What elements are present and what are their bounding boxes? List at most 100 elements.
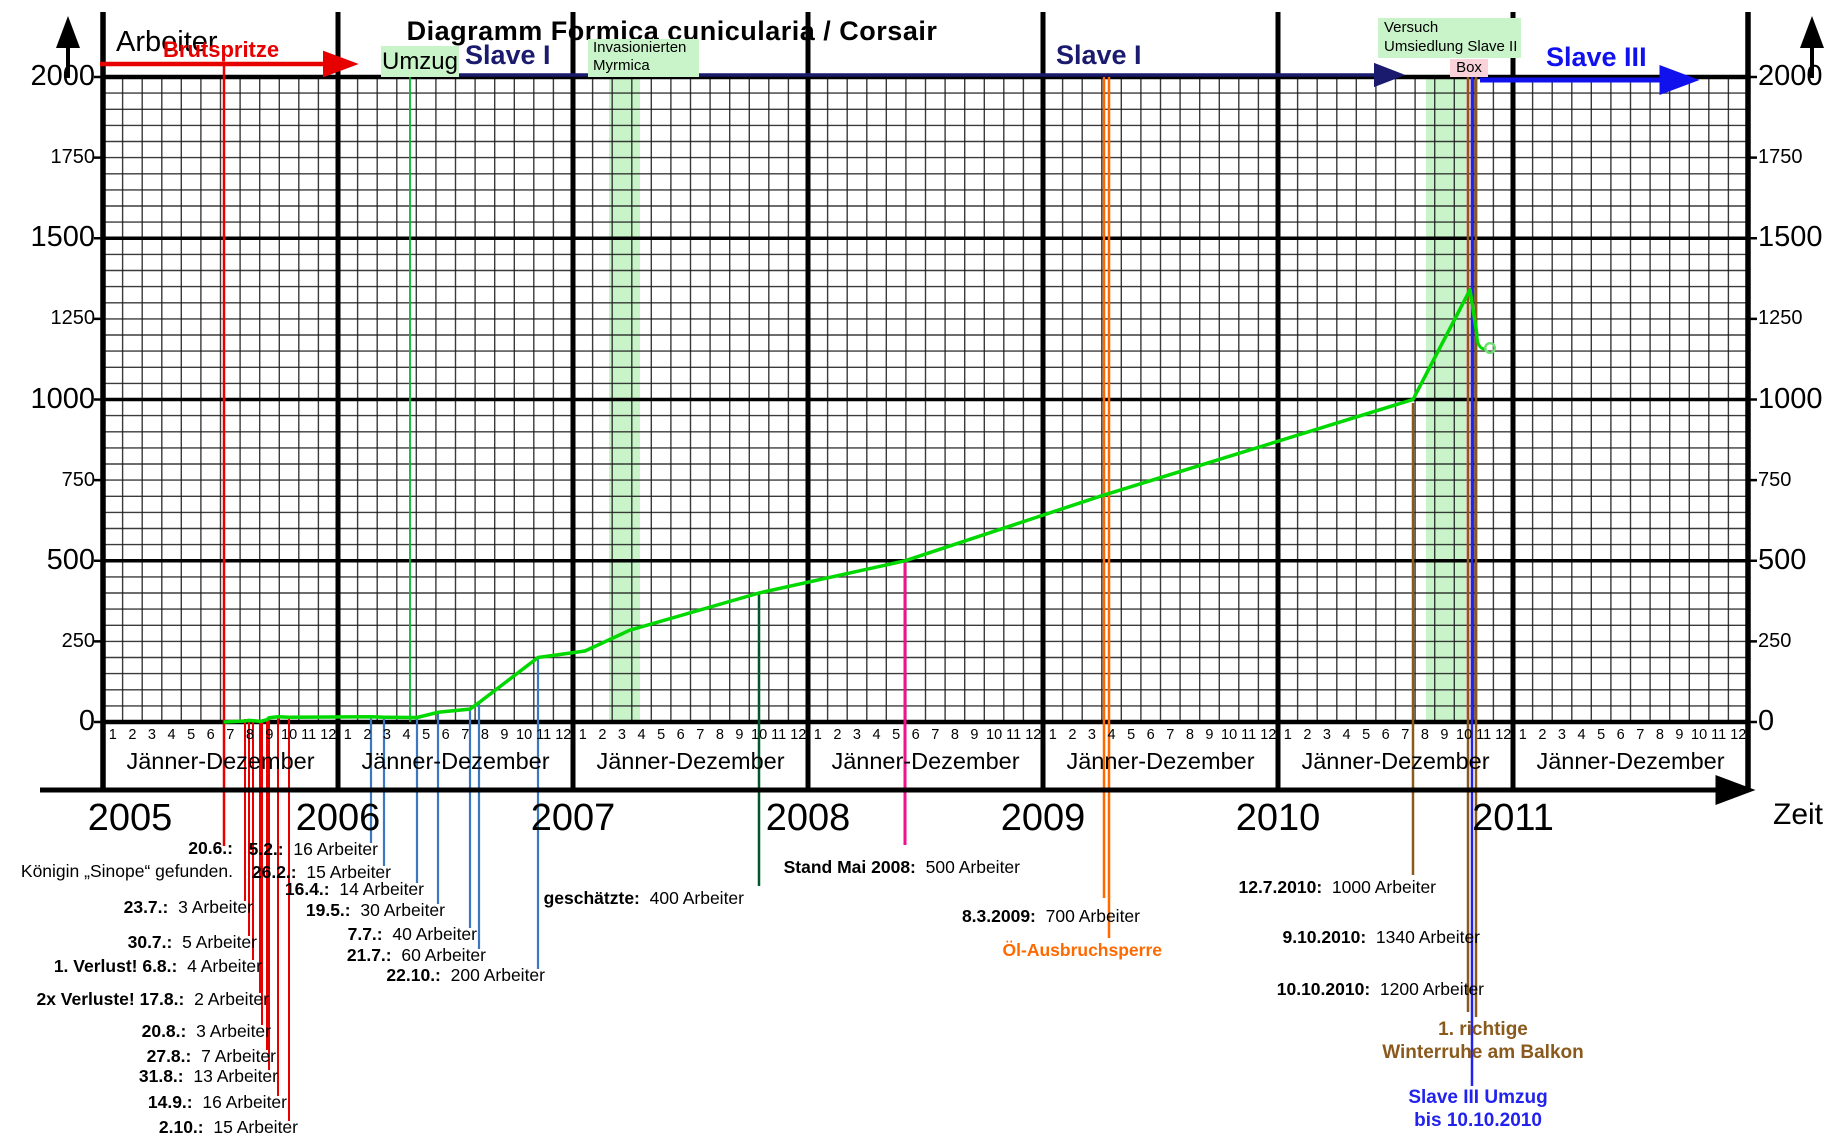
month-tick-label: 2 bbox=[1068, 727, 1077, 743]
invasion-line1: Invasionierten bbox=[593, 39, 687, 56]
year-label: 2010 bbox=[1235, 797, 1321, 839]
month-tick-label: 4 bbox=[167, 727, 176, 743]
year-label: 2006 bbox=[295, 797, 381, 839]
x-axis-title: Zeit bbox=[1773, 798, 1824, 831]
event-label: 8.3.2009: 700 Arbeiter bbox=[961, 906, 1140, 926]
y-tick-label-right: 1500 bbox=[1758, 221, 1823, 254]
month-tick-label: 5 bbox=[1597, 727, 1606, 743]
month-tick-label: 8 bbox=[950, 727, 959, 743]
event-label: 9.10.2010: 1340 Arbeiter bbox=[1282, 927, 1480, 947]
month-tick-label: 11 bbox=[1006, 727, 1022, 743]
month-tick-label: 8 bbox=[245, 727, 254, 743]
event-label: 16.4.: 14 Arbeiter bbox=[284, 879, 424, 899]
versuch-umsiedlung-label: Versuch Umsiedlung Slave II bbox=[1378, 18, 1521, 58]
month-tick-label: 2 bbox=[833, 727, 842, 743]
month-tick-label: 7 bbox=[461, 727, 470, 743]
month-tick-label: 1 bbox=[1283, 727, 1292, 743]
box-text: Box bbox=[1456, 59, 1482, 76]
month-tick-label: 3 bbox=[852, 727, 861, 743]
month-tick-label: 5 bbox=[657, 727, 666, 743]
month-range-label: Jänner-Dezember bbox=[361, 748, 550, 774]
month-tick-label: 10 bbox=[281, 727, 298, 743]
y-tick-label-left: 0 bbox=[78, 705, 95, 738]
year-label: 2008 bbox=[765, 797, 851, 839]
month-tick-label: 12 bbox=[1260, 727, 1277, 743]
month-tick-label: 2 bbox=[128, 727, 137, 743]
y-axis-title: Arbeiter bbox=[116, 26, 218, 58]
y-tick-label-left: 1250 bbox=[50, 307, 96, 330]
event-label: 10.10.2010: 1200 Arbeiter bbox=[1276, 979, 1484, 999]
month-range-label: Jänner-Dezember bbox=[831, 748, 1020, 774]
month-tick-label: 2 bbox=[1303, 727, 1312, 743]
month-tick-label: 9 bbox=[1205, 727, 1214, 743]
year-label: 2007 bbox=[530, 797, 616, 839]
month-tick-label: 12 bbox=[790, 727, 807, 743]
month-tick-label: 12 bbox=[1025, 727, 1042, 743]
month-tick-label: 7 bbox=[1636, 727, 1645, 743]
event-label: 12.7.2010: 1000 Arbeiter bbox=[1238, 877, 1436, 897]
month-tick-label: 7 bbox=[1401, 727, 1410, 743]
versuch-line2: Umsiedlung Slave II bbox=[1384, 38, 1518, 55]
month-tick-label: 7 bbox=[226, 727, 235, 743]
month-tick-label: 9 bbox=[735, 727, 744, 743]
box-label: Box bbox=[1450, 59, 1488, 77]
month-tick-label: 1 bbox=[1518, 727, 1527, 743]
month-tick-label: 6 bbox=[676, 727, 685, 743]
month-tick-label: 5 bbox=[1127, 727, 1136, 743]
event-label: 1. Verlust! 6.8.: 4 Arbeiter bbox=[53, 956, 262, 976]
month-tick-label: 9 bbox=[500, 727, 509, 743]
month-tick-label: 4 bbox=[1577, 727, 1586, 743]
event-label: Königin „Sinope“ gefunden. bbox=[20, 861, 233, 881]
y-tick-label-right: 250 bbox=[1758, 629, 1792, 652]
curve-end-hook bbox=[1475, 334, 1486, 351]
event-label: 22.10.: 200 Arbeiter bbox=[386, 965, 545, 985]
event-annotation-lines bbox=[222, 64, 1478, 1121]
event-label: 1. richtige bbox=[1438, 1019, 1528, 1040]
month-tick-label: 10 bbox=[516, 727, 533, 743]
month-tick-label: 3 bbox=[382, 727, 391, 743]
event-label: Stand Mai 2008: 500 Arbeiter bbox=[783, 857, 1020, 877]
month-tick-label: 11 bbox=[1711, 727, 1727, 743]
month-tick-label: 11 bbox=[1241, 727, 1257, 743]
month-tick-label: 12 bbox=[555, 727, 572, 743]
year-label: 2005 bbox=[87, 797, 173, 839]
month-tick-label: 4 bbox=[637, 727, 646, 743]
umzug-text: Umzug bbox=[381, 48, 459, 75]
y-tick-label-right: 1750 bbox=[1758, 146, 1803, 169]
month-tick-label: 12 bbox=[320, 727, 337, 743]
y-tick-label-left: 750 bbox=[61, 468, 95, 491]
month-tick-label: 9 bbox=[1440, 727, 1449, 743]
month-tick-label: 3 bbox=[1322, 727, 1331, 743]
event-label: 26.2.: 15 Arbeiter bbox=[251, 862, 391, 882]
month-tick-label: 8 bbox=[480, 727, 489, 743]
year-label: 2011 bbox=[1472, 797, 1554, 839]
month-tick-label: 9 bbox=[265, 727, 274, 743]
month-tick-label: 7 bbox=[931, 727, 940, 743]
month-tick-label: 7 bbox=[1166, 727, 1175, 743]
month-range-label: Jänner-Dezember bbox=[596, 748, 785, 774]
versuch-line1: Versuch bbox=[1384, 19, 1439, 36]
event-label: 7.7.: 40 Arbeiter bbox=[347, 924, 477, 944]
y-tick-label-left: 500 bbox=[46, 543, 95, 576]
month-tick-label: 10 bbox=[986, 727, 1003, 743]
y-tick-label-right: 500 bbox=[1758, 543, 1807, 576]
month-tick-label: 12 bbox=[1495, 727, 1512, 743]
event-label: 2x Verluste! 17.8.: 2 Arbeiter bbox=[36, 989, 269, 1009]
month-tick-label: 6 bbox=[206, 727, 215, 743]
event-label: bis 10.10.2010 bbox=[1414, 1110, 1542, 1131]
month-tick-label: 1 bbox=[343, 727, 352, 743]
event-label: 2.10.: 15 Arbeiter bbox=[158, 1117, 298, 1137]
y-tick-label-left: 250 bbox=[61, 629, 95, 652]
axis-frame bbox=[94, 12, 1757, 790]
y-tick-label-left: 2000 bbox=[30, 60, 95, 93]
month-tick-label: 8 bbox=[1655, 727, 1664, 743]
month-tick-label: 4 bbox=[1107, 727, 1116, 743]
y-tick-label-right: 1000 bbox=[1758, 382, 1823, 415]
month-tick-label: 8 bbox=[1420, 727, 1429, 743]
month-range-label: Jänner-Dezember bbox=[1536, 748, 1725, 774]
month-tick-label: 9 bbox=[1675, 727, 1684, 743]
event-label: geschätzte: 400 Arbeiter bbox=[543, 888, 744, 908]
event-label: 20.8.: 3 Arbeiter bbox=[141, 1021, 271, 1041]
month-tick-label: 6 bbox=[911, 727, 920, 743]
